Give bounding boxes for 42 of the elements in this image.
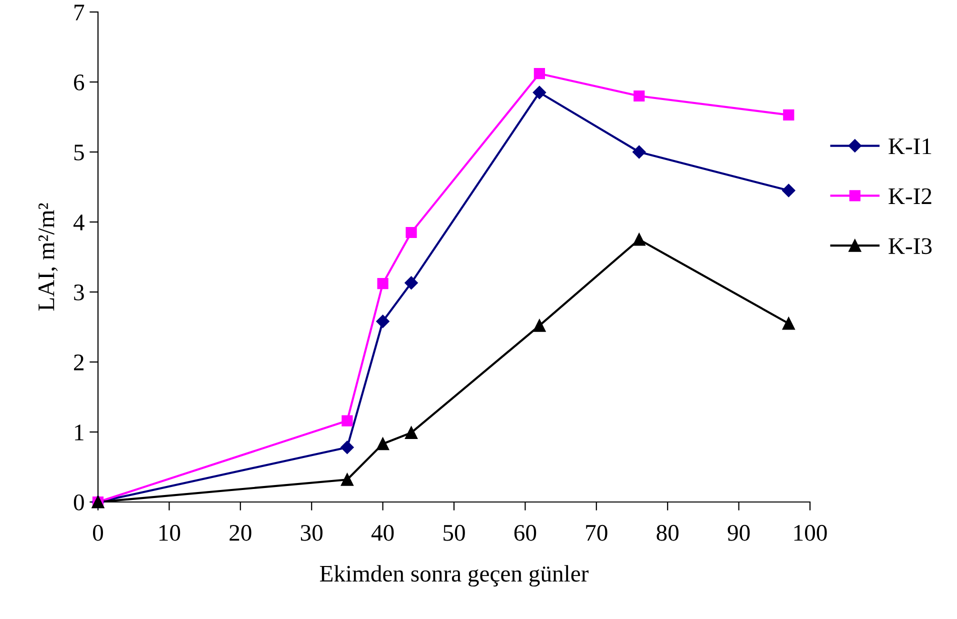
point — [377, 278, 388, 290]
x-tick-label: 40 — [371, 524, 394, 541]
point — [634, 90, 645, 102]
x-tick-label: 20 — [230, 524, 252, 541]
x-tick-label: 70 — [586, 524, 608, 541]
x-axis-title: Ekimden sonra geçen günler — [320, 565, 589, 587]
point — [632, 233, 646, 246]
point — [532, 86, 546, 100]
point — [376, 314, 390, 328]
y-tick-label: 1 — [75, 424, 84, 440]
x-tick-label: 60 — [514, 524, 536, 541]
point — [406, 226, 417, 238]
y-tick-label: 3 — [74, 284, 84, 300]
y-tick-label: 0 — [74, 494, 84, 510]
x-tick-label: 50 — [444, 524, 465, 541]
x-tick-label: 90 — [728, 524, 750, 541]
point — [376, 438, 390, 450]
point — [783, 109, 794, 120]
x-tick-label: 10 — [159, 524, 180, 541]
x-tick-label: 0 — [92, 524, 104, 541]
point — [404, 276, 418, 290]
point — [782, 317, 795, 330]
x-tick-label: 30 — [300, 524, 323, 541]
point — [340, 440, 354, 454]
y-tick-label: 2 — [74, 354, 84, 370]
y-tick-label: 7 — [74, 4, 84, 20]
point — [782, 184, 796, 198]
y-tick-label: 5 — [74, 144, 84, 160]
legend-label: K-I3 — [888, 238, 932, 254]
legend-label: K-I2 — [888, 188, 932, 204]
point — [342, 415, 353, 426]
legend-label: K-I1 — [888, 138, 932, 154]
point — [534, 68, 545, 80]
point — [533, 319, 546, 332]
point — [340, 473, 354, 486]
point — [632, 145, 646, 159]
x-tick-label: 80 — [656, 524, 679, 541]
y-tick-label: 4 — [73, 214, 84, 230]
point — [405, 426, 418, 439]
y-tick-label: 6 — [74, 74, 84, 90]
y-axis-title: LAI, m²/m² — [38, 203, 58, 311]
x-tick-label: 100 — [794, 524, 827, 541]
